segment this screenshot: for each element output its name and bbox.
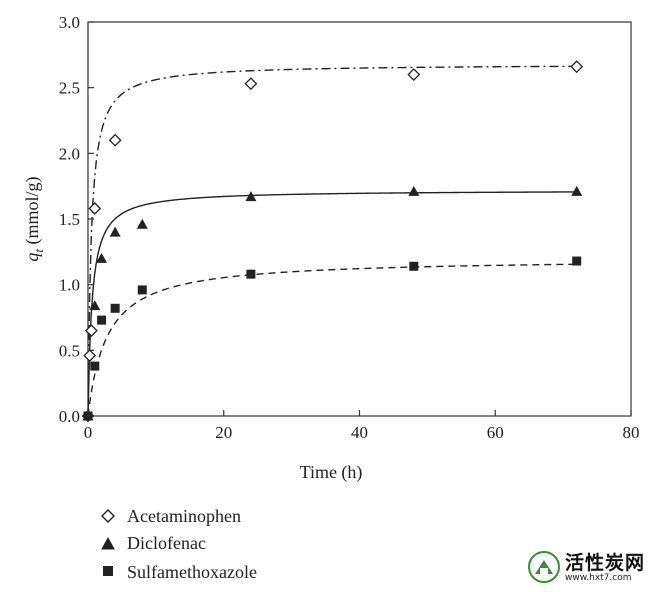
data-point-sulfamethoxazole (110, 303, 120, 313)
data-point-sulfamethoxazole (137, 285, 147, 295)
legend-marker-open-diamond (101, 509, 115, 523)
data-markers (81, 60, 584, 423)
plot-area (87, 21, 632, 417)
data-point-diclofenac (89, 300, 101, 311)
legend-label-acetaminophen: Acetaminophen (127, 506, 241, 526)
data-point-diclofenac (109, 226, 121, 237)
x-axis: 0 20 40 60 80 (84, 410, 640, 442)
data-point-acetaminophen (407, 68, 421, 81)
x-tick-label: 40 (351, 423, 368, 442)
legend-marker-filled-square (103, 566, 113, 576)
fit-curve-sulfamethoxazole (87, 263, 577, 417)
legend-marker-filled-triangle (101, 536, 115, 550)
y-axis: 0.0 0.5 1.0 1.5 2.0 2.5 3.0 (59, 13, 94, 426)
y-tick-label: 1.5 (59, 210, 80, 229)
fit-curve-diclofenac (87, 191, 577, 417)
x-tick-label: 0 (84, 423, 93, 442)
data-point-diclofenac (245, 191, 257, 202)
x-tick-label: 60 (487, 423, 504, 442)
y-tick-label: 0.0 (59, 407, 80, 426)
data-point-sulfamethoxazole (97, 315, 107, 325)
legend: Acetaminophen Diclofenac Sulfamethoxazol… (101, 506, 257, 582)
y-axis-title: qt (mmol/g) (22, 176, 46, 261)
legend-entry-acetaminophen: Acetaminophen (101, 506, 241, 526)
fit-curves (87, 65, 577, 417)
legend-label-diclofenac: Diclofenac (127, 533, 206, 553)
data-point-diclofenac (96, 252, 108, 263)
y-axis-title-subscript: t (31, 249, 46, 253)
data-point-sulfamethoxazole (246, 269, 256, 279)
data-point-sulfamethoxazole (409, 261, 419, 271)
data-point-acetaminophen (108, 133, 122, 147)
data-point-diclofenac (408, 185, 420, 196)
x-tick-label: 20 (215, 423, 232, 442)
data-point-diclofenac (571, 185, 583, 196)
y-tick-label: 2.5 (59, 79, 80, 98)
data-point-acetaminophen (83, 349, 97, 363)
data-point-diclofenac (136, 218, 148, 229)
x-tick-label: 80 (623, 423, 640, 442)
data-point-acetaminophen (570, 60, 584, 74)
legend-label-sulfamethoxazole: Sulfamethoxazole (127, 562, 257, 582)
data-point-acetaminophen (244, 77, 258, 91)
x-axis-title: Time (h) (300, 462, 363, 483)
data-point-acetaminophen (84, 324, 98, 338)
y-axis-title-unit: (mmol/g) (22, 176, 43, 249)
data-point-acetaminophen (88, 202, 102, 215)
legend-entry-diclofenac: Diclofenac (101, 533, 206, 553)
watermark-title: 活性炭网 (565, 552, 646, 574)
watermark: 活性炭网 www.hxt7.com (527, 548, 653, 588)
watermark-url: www.hxt7.com (565, 573, 632, 583)
fit-curve-acetaminophen (87, 65, 577, 417)
legend-entry-sulfamethoxazole: Sulfamethoxazole (103, 562, 257, 582)
y-tick-label: 2.0 (59, 144, 80, 163)
y-tick-label: 0.5 (59, 341, 80, 360)
y-axis-title-symbol: q (22, 253, 42, 262)
plot-frame (87, 21, 632, 417)
watermark-logo-icon (528, 551, 560, 583)
y-tick-label: 3.0 (59, 13, 80, 32)
data-point-sulfamethoxazole (572, 256, 582, 266)
y-tick-label: 1.0 (59, 276, 80, 295)
data-point-sulfamethoxazole (90, 361, 100, 371)
